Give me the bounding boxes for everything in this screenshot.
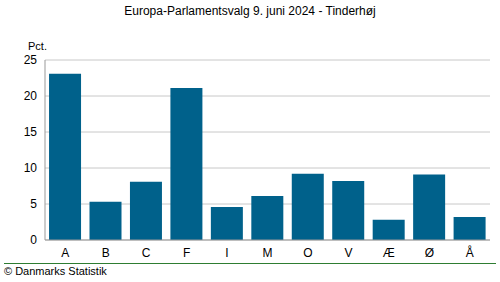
svg-text:15: 15 bbox=[24, 125, 38, 139]
svg-text:Æ: Æ bbox=[383, 246, 395, 260]
html-text:© Danmarks Statistik: © Danmarks Statistik bbox=[4, 265, 107, 277]
svg-text:Å: Å bbox=[466, 245, 474, 260]
svg-text:Ø: Ø bbox=[425, 246, 434, 260]
svg-text:V: V bbox=[344, 246, 352, 260]
svg-text:M: M bbox=[263, 246, 273, 260]
svg-text:I: I bbox=[225, 246, 228, 260]
svg-text:F: F bbox=[183, 246, 190, 260]
svg-text:5: 5 bbox=[30, 197, 37, 211]
svg-text:20: 20 bbox=[24, 89, 38, 103]
svg-text:A: A bbox=[61, 246, 69, 260]
svg-text:B: B bbox=[102, 246, 110, 260]
svg-text:10: 10 bbox=[24, 161, 38, 175]
svg-text:C: C bbox=[142, 246, 151, 260]
html-text:Pct.: Pct. bbox=[28, 40, 47, 52]
html-text:Europa-Parlamentsvalg 9. juni: Europa-Parlamentsvalg 9. juni 2024 - Tin… bbox=[124, 4, 376, 18]
svg-text:0: 0 bbox=[30, 233, 37, 247]
svg-text:O: O bbox=[303, 246, 312, 260]
svg-text:25: 25 bbox=[24, 53, 38, 67]
